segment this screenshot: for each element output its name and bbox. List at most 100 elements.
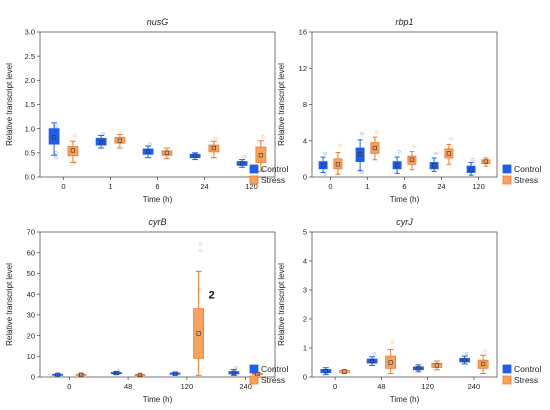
y-tick-label: 12	[299, 64, 307, 73]
y-tick-label: 1	[303, 344, 307, 353]
box-control-240	[459, 358, 471, 363]
box-control-0	[48, 128, 60, 145]
y-tick-label: 16	[299, 28, 307, 37]
outlier-control-6	[397, 149, 401, 154]
box-stress-120	[255, 146, 267, 163]
median-control-240	[231, 370, 236, 375]
x-tick-label: 24	[200, 182, 208, 191]
x-tick-label: 1	[108, 182, 112, 191]
box-control-1	[355, 147, 365, 162]
panel-cyrb: cyrB 0 10 20 30 40 50 60 70 0 48 120 240 Time (h) Rela…	[5, 217, 289, 404]
box-stress-48	[134, 374, 146, 376]
outlier-stress-24	[214, 136, 218, 140]
y-tick-label: 1.5	[25, 100, 35, 109]
box-control-0	[52, 373, 64, 376]
box-stress-0	[75, 373, 87, 376]
outlier-stress-24	[449, 137, 453, 141]
median-control-6	[146, 149, 151, 154]
box-control-0	[318, 161, 328, 170]
x-axis-label: Time (h)	[143, 395, 173, 404]
outlier-control-1	[360, 170, 364, 175]
median-control-1	[357, 152, 363, 157]
y-tick-label: 0	[303, 373, 307, 382]
y-tick-label: 2	[303, 315, 307, 324]
outlier-control-120	[242, 155, 246, 159]
x-tick-label: 240	[239, 382, 252, 391]
box-control-120	[466, 165, 476, 173]
x-tick-label: 120	[421, 382, 434, 391]
median-control-120	[173, 371, 178, 376]
median-stress-24	[211, 145, 217, 151]
legend-label-stress: Stress	[261, 375, 285, 385]
median-control-0	[51, 135, 57, 140]
x-tick-label: 240	[468, 382, 481, 391]
panel-title: rbp1	[395, 17, 413, 27]
box-stress-24	[208, 144, 220, 153]
plot-frame	[311, 31, 498, 178]
median-control-24	[193, 153, 198, 158]
box-control-48	[366, 358, 378, 364]
legend-label-control: Control	[514, 164, 542, 174]
y-axis-label: Relative transcript level	[277, 263, 286, 346]
median-control-0	[323, 369, 328, 374]
y-tick-label: 30	[27, 311, 35, 320]
outlier-stress-120	[198, 248, 203, 253]
box-control-24	[429, 162, 439, 170]
y-tick-label: 40	[27, 290, 35, 299]
panel-nusg: nusG 0.0 0.5 1.0 1.5 2.0 2.5 3.0 0 1 6 24 120 Time (h…	[5, 17, 289, 204]
median-stress-0	[79, 372, 84, 377]
median-stress-0	[342, 369, 347, 374]
x-tick-label: 48	[124, 382, 132, 391]
y-tick-label: 3	[303, 286, 307, 295]
median-stress-120	[196, 331, 201, 336]
x-axis-label: Time (h)	[143, 195, 173, 204]
median-stress-0	[335, 162, 341, 167]
outlier-control-1	[101, 131, 105, 136]
box-control-120	[412, 366, 424, 371]
legend-label-stress: Stress	[261, 175, 285, 185]
box-control-24	[189, 153, 201, 159]
box-stress-48	[385, 355, 397, 369]
box-control-6	[142, 148, 154, 155]
outlier-stress-120	[261, 134, 265, 139]
median-stress-120	[483, 159, 489, 164]
median-control-0	[55, 372, 60, 377]
legend-label-stress: Stress	[514, 175, 538, 185]
x-tick-label: 6	[155, 182, 159, 191]
x-tick-label: 120	[181, 382, 194, 391]
outlier-control-120	[471, 158, 475, 162]
y-tick-label: 0	[31, 373, 35, 382]
median-stress-24	[446, 151, 452, 156]
median-stress-48	[137, 372, 142, 378]
outlier-control-0	[323, 172, 327, 176]
box-stress-24	[444, 148, 454, 159]
median-control-1	[99, 140, 104, 145]
y-axis-label: Relative transcript level	[277, 63, 286, 146]
box-stress-6	[407, 155, 417, 165]
outlier-stress-120	[261, 168, 265, 172]
x-axis-label: Time (h)	[390, 195, 420, 204]
legend-label-control: Control	[261, 164, 289, 174]
legend-label-control: Control	[514, 364, 542, 374]
outlier-control-240	[464, 352, 469, 356]
median-stress-6	[164, 150, 170, 155]
median-stress-240	[481, 361, 486, 367]
x-tick-label: 120	[472, 182, 485, 191]
box-stress-120	[431, 362, 443, 368]
outlier-control-48	[372, 352, 376, 356]
median-control-48	[370, 358, 375, 364]
legend-swatch-control	[249, 164, 259, 174]
outlier-stress-48	[390, 340, 395, 344]
median-stress-120	[434, 363, 439, 368]
y-tick-label: 0	[303, 173, 307, 182]
panel-title: cyrB	[149, 217, 167, 227]
median-control-0	[320, 163, 326, 168]
y-tick-label: 2.5	[25, 52, 35, 61]
median-control-48	[114, 370, 119, 376]
annotation-label: 2	[209, 289, 215, 301]
legend-swatch-stress	[502, 175, 512, 185]
y-tick-label: 0.0	[25, 173, 35, 182]
y-tick-label: 4	[303, 257, 307, 266]
box-control-120	[169, 372, 181, 375]
y-tick-label: 20	[27, 331, 35, 340]
